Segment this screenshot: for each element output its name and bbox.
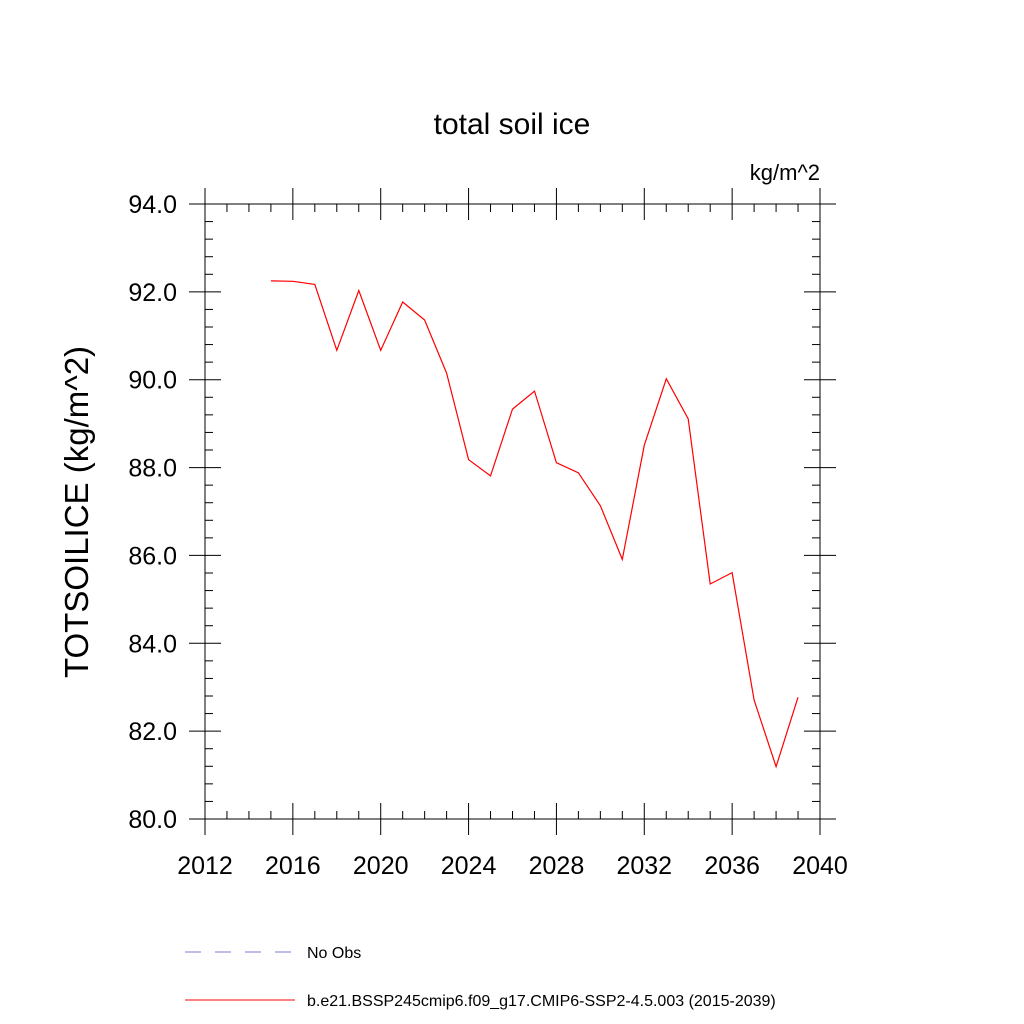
x-tick-label: 2040 <box>792 852 848 880</box>
x-tick-label: 2032 <box>616 852 672 880</box>
series-line <box>270 280 799 769</box>
x-tick-label: 2016 <box>265 852 321 880</box>
x-tick-label: 2028 <box>529 852 585 880</box>
y-tick-label: 92.0 <box>128 279 177 307</box>
y-axis-label: TOTSOILICE (kg/m^2) <box>58 346 95 678</box>
x-tick-label: 2012 <box>177 852 233 880</box>
chart-title: total soil ice <box>434 108 591 141</box>
y-tick-label: 90.0 <box>128 367 177 395</box>
y-tick-labels: 80.0 82.0 84.0 86.0 88.0 90.0 92.0 94.0 <box>128 191 177 834</box>
series-lines <box>270 280 799 769</box>
units-label: kg/m^2 <box>750 160 820 185</box>
y-tick-label: 94.0 <box>128 191 177 219</box>
legend: No Obs b.e21.BSSP245cmip6.f09_g17.CMIP6-S… <box>185 945 776 1010</box>
legend-label: No Obs <box>307 945 361 962</box>
x-tick-label: 2020 <box>353 852 409 880</box>
y-tick-label: 84.0 <box>128 630 177 658</box>
x-tick-label: 2036 <box>704 852 760 880</box>
y-tick-label: 86.0 <box>128 542 177 570</box>
plot-frame <box>204 203 821 820</box>
axis-ticks <box>189 188 836 835</box>
y-tick-label: 88.0 <box>128 455 177 483</box>
y-tick-label: 80.0 <box>128 806 177 834</box>
legend-label: b.e21.BSSP245cmip6.f09_g17.CMIP6-SSP2-4.… <box>307 993 776 1010</box>
y-tick-label: 82.0 <box>128 718 177 746</box>
x-tick-labels: 2012 2016 2020 2024 2028 2032 2036 2040 <box>177 852 848 880</box>
x-tick-label: 2024 <box>441 852 497 880</box>
